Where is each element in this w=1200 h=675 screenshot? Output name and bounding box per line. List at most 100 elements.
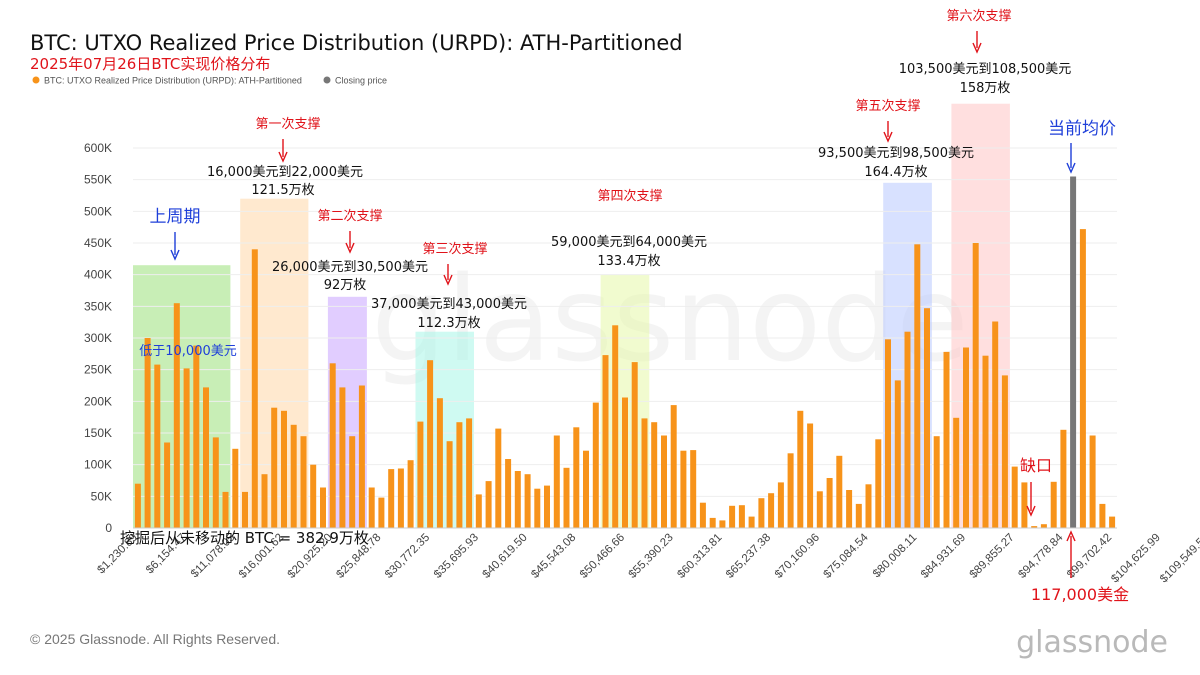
- urpd-bar: [729, 505, 736, 528]
- urpd-bar: [904, 331, 911, 528]
- current-avg-label: 当前均价: [1048, 119, 1116, 139]
- support3-range: 37,000美元到43,000美元: [371, 297, 527, 312]
- y-tick-label: 450K: [84, 236, 112, 250]
- urpd-bar: [875, 439, 882, 528]
- support5-arrow: [883, 121, 893, 143]
- legend-urpd-swatch: [32, 76, 40, 84]
- support2-title: 第二次支撑: [317, 208, 382, 224]
- support4-amount: 133.4万枚: [597, 254, 660, 269]
- urpd-bar: [622, 397, 628, 528]
- urpd-bar: [943, 351, 950, 528]
- urpd-bar: [378, 497, 385, 528]
- urpd-bar: [397, 468, 404, 528]
- urpd-bar: [222, 491, 229, 528]
- support5-range: 93,500美元到98,500美元: [818, 146, 974, 161]
- support2-range: 26,000美元到30,500美元: [272, 260, 428, 275]
- urpd-bar: [826, 478, 833, 528]
- x-tick-label: $75,084.54: [822, 531, 872, 581]
- urpd-bar: [456, 422, 463, 528]
- copyright: © 2025 Glassnode. All Rights Reserved.: [30, 631, 280, 647]
- x-tick-label: $55,390.23: [627, 532, 676, 581]
- urpd-bar: [329, 363, 336, 528]
- support5-title: 第五次支撑: [855, 98, 920, 114]
- urpd-bar: [290, 424, 297, 528]
- urpd-bar: [924, 308, 930, 528]
- urpd-bar: [466, 418, 473, 528]
- support1-arrow: [278, 139, 288, 163]
- x-tick-label: $70,160.96: [773, 532, 822, 581]
- y-tick-label: 600K: [84, 141, 112, 155]
- closing-price-bar: [1070, 176, 1077, 528]
- chart-subtitle: 2025年07月26日BTC实现价格分布: [30, 55, 270, 73]
- urpd-bar: [261, 474, 268, 528]
- support6-amount: 158万枚: [960, 81, 1011, 96]
- urpd-bar: [300, 436, 307, 528]
- gap-arrow: [1026, 482, 1036, 517]
- support1-title: 第一次支撑: [255, 116, 320, 132]
- never-moved-label: 挖掘后从未移动的 BTC = 382.9万枚: [120, 529, 369, 547]
- urpd-bar: [699, 502, 706, 528]
- urpd-bar: [485, 481, 492, 528]
- urpd-bar: [768, 493, 775, 528]
- urpd-bar: [670, 405, 677, 528]
- x-tick-label: $80,008.11: [871, 532, 920, 581]
- urpd-bar: [495, 428, 502, 528]
- band-support-3: [415, 331, 474, 528]
- urpd-bar: [339, 387, 346, 528]
- urpd-bar: [602, 355, 609, 528]
- support2-arrow: [345, 231, 355, 254]
- urpd-bar: [963, 347, 969, 528]
- support3-title: 第三次支撑: [422, 241, 487, 257]
- urpd-bar: [1099, 503, 1106, 528]
- urpd-bar: [758, 498, 765, 528]
- y-tick-label: 250K: [84, 363, 112, 377]
- price-117k-arrow: [1066, 530, 1076, 578]
- urpd-bar: [310, 464, 317, 528]
- urpd-bar: [563, 467, 570, 528]
- urpd-bar: [1050, 481, 1057, 528]
- annotations: 上周期 低于10,000美元 第一次支撑 16,000美元到22,000美元 1…: [120, 8, 1129, 604]
- support5-amount: 164.4万枚: [864, 165, 927, 180]
- urpd-bar: [514, 471, 521, 528]
- urpd-bar: [134, 483, 141, 528]
- y-tick-label: 200K: [84, 394, 112, 408]
- urpd-bar: [953, 417, 960, 528]
- urpd-bar: [583, 450, 589, 528]
- urpd-bar: [524, 474, 531, 528]
- x-tick-label: $35,695.93: [432, 532, 481, 581]
- urpd-bar: [1060, 429, 1067, 528]
- urpd-bar: [242, 491, 248, 528]
- urpd-bar: [251, 249, 258, 529]
- urpd-bar: [154, 364, 161, 528]
- urpd-bar: [992, 321, 999, 528]
- urpd-bar: [855, 503, 862, 528]
- support2-amount: 92万枚: [324, 278, 367, 293]
- urpd-bar: [505, 459, 512, 528]
- urpd-bar: [777, 482, 784, 528]
- urpd-bar: [475, 494, 482, 528]
- urpd-bar: [816, 491, 823, 528]
- previous-cycle-sub: 低于10,000美元: [139, 344, 237, 359]
- support6-arrow: [972, 31, 982, 54]
- urpd-bar: [388, 469, 395, 528]
- urpd-bar: [417, 421, 424, 528]
- urpd-bar: [1021, 482, 1028, 528]
- x-tick-label: $45,543.08: [529, 532, 578, 581]
- previous-cycle-label: 上周期: [150, 207, 201, 227]
- urpd-bar: [836, 455, 843, 528]
- urpd-bar: [446, 441, 453, 528]
- urpd-bar: [281, 410, 287, 528]
- urpd-bar: [748, 516, 755, 528]
- urpd-bar: [1109, 516, 1116, 528]
- urpd-bar: [846, 490, 853, 528]
- support4-title: 第四次支撑: [597, 188, 662, 204]
- support1-amount: 121.5万枚: [251, 183, 314, 198]
- urpd-bar: [641, 418, 648, 528]
- x-tick-label: $84,931.69: [919, 532, 968, 581]
- band-support-6: [951, 103, 1010, 528]
- legend-urpd-label: BTC: UTXO Realized Price Distribution (U…: [44, 76, 302, 86]
- urpd-bar: [661, 435, 667, 528]
- support3-arrow: [443, 264, 453, 286]
- x-tick-label: $40,619.50: [481, 532, 530, 581]
